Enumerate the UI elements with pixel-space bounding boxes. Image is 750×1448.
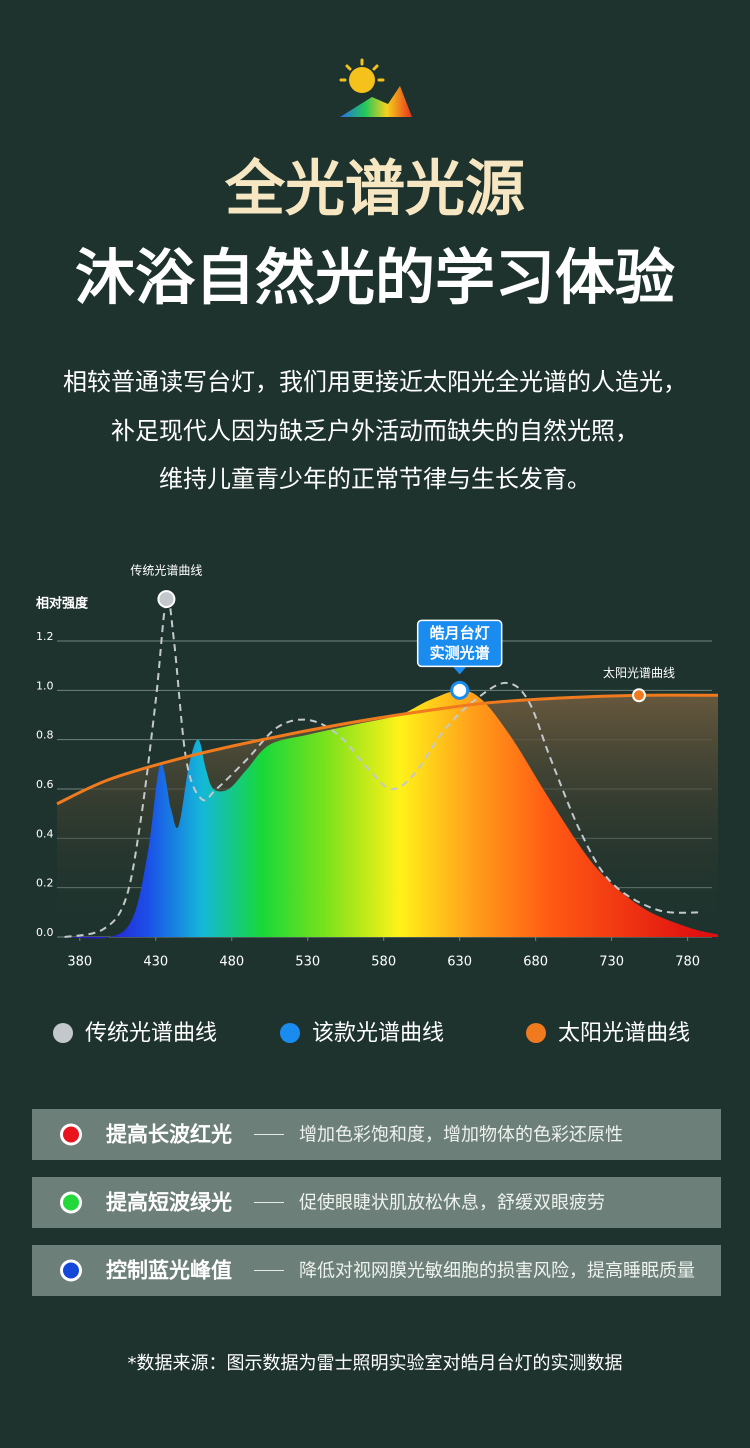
legend-label: 太阳光谱曲线 — [558, 1021, 690, 1046]
feature-dot — [63, 1262, 79, 1279]
footnote: *数据来源：图示数据为雷士照明实验室对皓月台灯的实测数据 — [128, 1353, 623, 1374]
y-tick-label: 0.4 — [36, 827, 54, 840]
spectrum-area — [64, 690, 718, 939]
x-tick-label: 680 — [523, 955, 548, 970]
annotation-text: 传统光谱曲线 — [130, 563, 202, 578]
y-tick-label: 1.2 — [36, 630, 54, 643]
legend-label: 传统光谱曲线 — [85, 1021, 217, 1046]
header-icon — [339, 58, 412, 117]
legend-swatch — [280, 1023, 300, 1043]
title-line: 沐浴自然光的学习体验 — [75, 244, 675, 314]
feature-title: 提高长波红光 — [106, 1123, 232, 1147]
intro-line: 维持儿童青少年的正常节律与生长发育。 — [159, 465, 591, 493]
feature-title: 提高短波绿光 — [106, 1191, 232, 1215]
callout-text: 实测光谱 — [430, 644, 490, 662]
feature-dot — [63, 1194, 79, 1211]
feature-text: 降低对视网膜光敏细胞的损害风险，提高睡眠质量 — [299, 1261, 695, 1282]
x-tick-label: 480 — [219, 955, 244, 970]
callout-text: 皓月台灯 — [430, 624, 490, 642]
feature-dot — [63, 1126, 79, 1143]
traditional-line — [64, 595, 703, 938]
y-tick-label: 1.0 — [36, 679, 54, 692]
feature-text: 增加色彩饱和度，增加物体的色彩还原性 — [299, 1125, 623, 1146]
feature-row — [32, 1177, 721, 1228]
callout-box — [416, 619, 503, 668]
y-tick-label: 0.8 — [36, 729, 54, 742]
annotation-marker — [157, 590, 176, 609]
title-line: 全光谱光源 — [224, 155, 525, 225]
annotation-marker — [631, 688, 646, 703]
intro-line: 相较普通读写台灯，我们用更接近太阳光全光谱的人造光， — [63, 368, 687, 396]
annotation-text: 太阳光谱曲线 — [603, 665, 675, 680]
y-tick-label: 0.6 — [36, 778, 54, 791]
feature-row — [32, 1245, 721, 1296]
legend-swatch — [526, 1023, 546, 1043]
x-tick-label: 380 — [67, 955, 92, 970]
x-tick-label: 630 — [447, 955, 472, 970]
feature-row — [32, 1109, 721, 1160]
sun-line — [56, 693, 719, 806]
annotation-marker — [450, 680, 470, 700]
legend-label: 该款光谱曲线 — [312, 1021, 444, 1046]
legend-swatch — [53, 1023, 73, 1043]
feature-text: 促使眼睫状肌放松休息，舒缓双眼疲劳 — [299, 1193, 605, 1214]
feature-title: 控制蓝光峰值 — [106, 1259, 232, 1283]
x-tick-label: 730 — [599, 955, 624, 970]
callout-pointer — [452, 666, 467, 675]
x-tick-label: 580 — [371, 955, 396, 970]
x-tick-label: 430 — [143, 955, 168, 970]
y-tick-label: 0.2 — [36, 877, 54, 890]
intro-line: 补足现代人因为缺乏户外活动而缺失的自然光照， — [111, 417, 639, 445]
x-tick-label: 530 — [295, 955, 320, 970]
y-tick-label: 0.0 — [36, 926, 54, 939]
x-tick-label: 780 — [675, 955, 700, 970]
y-axis-title: 相对强度 — [36, 596, 89, 612]
